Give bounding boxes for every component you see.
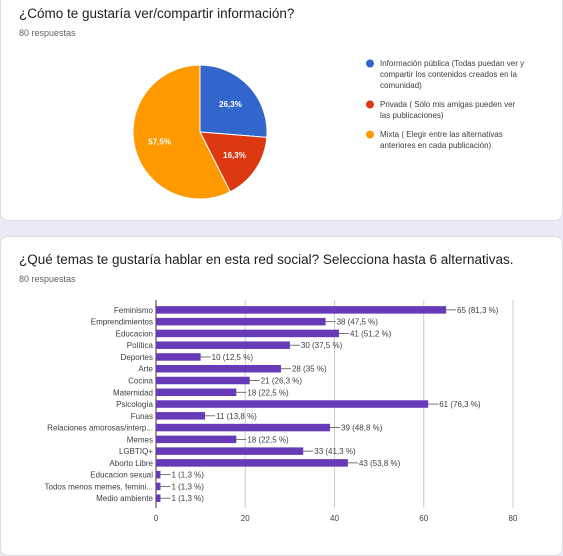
legend-label: comunidad)	[380, 81, 422, 90]
bar	[156, 482, 161, 491]
pie-slice-label: 26,3%	[219, 100, 242, 109]
bar	[156, 470, 161, 479]
x-tick-label: 0	[154, 514, 159, 523]
legend-label: las publicaciones)	[380, 111, 444, 120]
value-label: 33 (41,3 %)	[314, 447, 356, 456]
category-label: Medio ambiente	[96, 494, 153, 503]
bar	[156, 353, 201, 361]
value-label: 10 (12,5 %)	[212, 353, 254, 362]
bar	[156, 423, 331, 432]
value-label: 41 (51,2 %)	[350, 329, 392, 338]
pie-slice	[199, 64, 268, 138]
question-title: ¿Cómo te gustaría ver/compartir informac…	[19, 6, 295, 21]
category-label: Política	[127, 341, 154, 350]
bar	[156, 306, 447, 314]
value-label: 1 (1,3 %)	[171, 482, 204, 491]
value-label: 28 (35 %)	[292, 365, 327, 374]
value-label: 39 (48,8 %)	[341, 424, 383, 433]
bar	[156, 341, 290, 349]
bar	[156, 459, 348, 467]
value-label: 18 (22,5 %)	[247, 388, 289, 397]
response-count: 80 respuestas	[19, 28, 76, 38]
bar	[156, 329, 339, 338]
pie-chart: 26,3% 16,3% 57,5% Información pública (Toda…	[132, 59, 524, 200]
category-label: Funas	[131, 412, 153, 421]
legend-label: compartir los contenidos creados en la	[380, 70, 518, 79]
legend-label: Privada ( Sólo mis amigas pueden ver	[380, 100, 516, 109]
legend-label: anteriores en cada publicación)	[380, 141, 492, 150]
category-label: Feminismo	[114, 306, 154, 315]
category-label: Emprendimientos	[91, 318, 153, 327]
value-label: 11 (13,8 %)	[216, 412, 257, 421]
value-label: 61 (76,3 %)	[439, 400, 481, 409]
value-label: 65 (81,3 %)	[457, 306, 499, 315]
question-card-topics: ¿Qué temas te gustaría hablar en esta re…	[0, 236, 563, 556]
response-count: 80 respuestas	[19, 274, 76, 284]
category-label: Psicología	[116, 400, 153, 409]
value-label: 43 (53,8 %)	[359, 459, 401, 468]
x-tick-label: 20	[241, 514, 250, 523]
category-label: Maternidad	[113, 388, 153, 397]
value-label: 18 (22,5 %)	[247, 435, 289, 444]
bar	[156, 494, 161, 502]
category-label: Educacion sexual	[90, 471, 153, 480]
bar	[156, 400, 429, 408]
bar	[156, 317, 326, 326]
bar	[156, 435, 237, 444]
x-tick-label: 80	[509, 514, 518, 523]
category-label: Todos menos memes, femini...	[45, 482, 153, 491]
category-label: Arte	[138, 365, 153, 374]
category-label: Aborto Libre	[109, 459, 153, 468]
value-label: 30 (37,5 %)	[301, 341, 343, 350]
category-label: Memes	[127, 435, 153, 444]
pie-slice	[132, 64, 231, 200]
question-title: ¿Qué temas te gustaría hablar en esta re…	[19, 252, 514, 267]
bar-chart: 0 20 40 60 80 Feminismo 65 (81,3 %) Emprendimie…	[45, 300, 518, 523]
value-label: 38 (47,5 %)	[337, 318, 379, 327]
category-label: Cocina	[128, 377, 153, 386]
pie-slice	[199, 131, 268, 193]
category-label: Relaciones amorosas/interp...	[47, 424, 153, 433]
pie-slice-label: 16,3%	[223, 151, 246, 160]
value-label: 1 (1,3 %)	[171, 471, 204, 480]
category-label: Deportes	[121, 353, 153, 362]
legend-label: Mixta ( Elegir entre las alternativas	[380, 130, 503, 139]
bar	[156, 364, 281, 373]
x-tick-label: 60	[419, 514, 428, 523]
question-card-visibility: ¿Cómo te gustaría ver/compartir informac…	[0, 0, 563, 221]
legend-marker	[366, 100, 374, 109]
bar	[156, 447, 304, 455]
bar	[156, 412, 206, 420]
value-label: 1 (1,3 %)	[171, 494, 204, 503]
category-label: LGBTIQ+	[119, 447, 153, 456]
category-label: Educacion	[116, 329, 153, 338]
legend-marker	[366, 59, 374, 68]
bar	[156, 376, 250, 385]
x-tick-label: 40	[330, 514, 339, 523]
legend-marker	[366, 130, 374, 139]
value-label: 21 (26,3 %)	[261, 377, 303, 386]
bar	[156, 388, 237, 397]
legend-label: Información pública (Todas puedan ver y	[380, 59, 524, 68]
pie-slice-label: 57,5%	[148, 138, 171, 147]
